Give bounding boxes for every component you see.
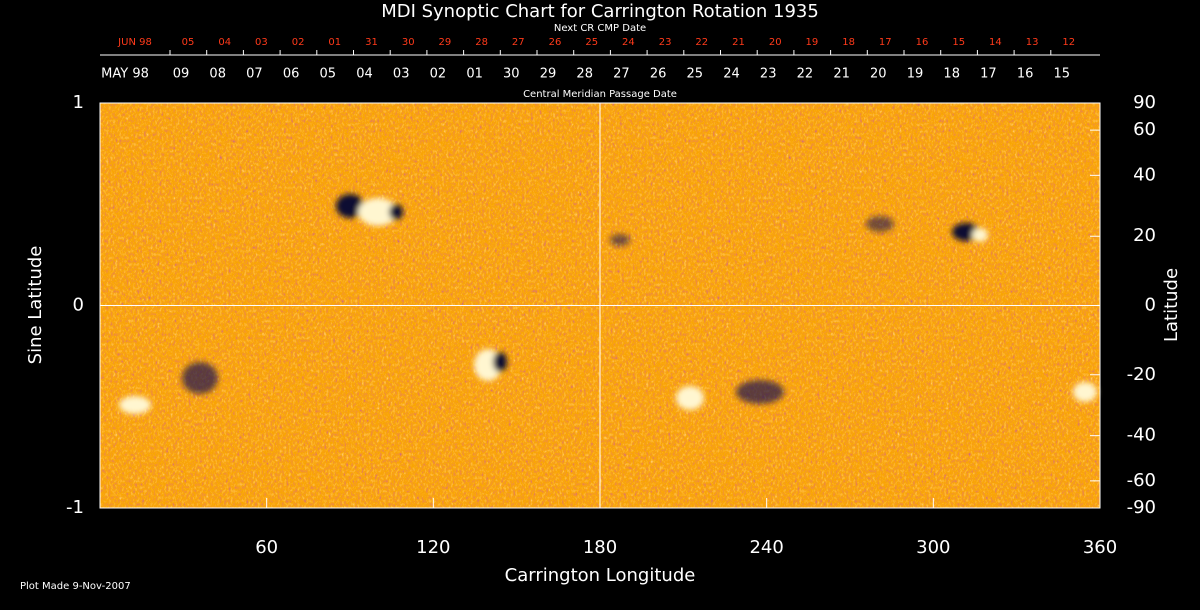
y2-tick-label: -40 [1127,425,1156,446]
date-label: 03 [393,67,410,82]
top-date-label: 20 [769,37,782,48]
y2-tick-label: 20 [1133,225,1156,246]
date-label: 26 [650,67,667,82]
footer: Plot Made 9-Nov-2007 [20,581,131,592]
top-date-label: 12 [1062,37,1075,48]
top-date-label: 29 [439,37,452,48]
top-date-label: 14 [989,37,1002,48]
date-label: 25 [687,67,704,82]
top-date-label: 05 [182,37,195,48]
top-date-label: 24 [622,37,635,48]
top-date-label: 13 [1026,37,1039,48]
y2-tick-label: 0 [1145,295,1156,316]
date-label: 27 [613,67,630,82]
date-label: MAY 98 [101,67,149,82]
top-date-label: 04 [218,37,231,48]
top-date-label: 31 [365,37,378,48]
x-tick-label: 300 [916,537,950,558]
date-label: 30 [503,67,520,82]
x-axis-title: Carrington Longitude [505,565,696,586]
top-date-label: 16 [916,37,929,48]
x-tick-label: 60 [255,537,278,558]
y2-tick-label: 40 [1133,164,1156,185]
date-label: 19 [907,67,924,82]
x-tick-label: 360 [1083,537,1117,558]
x-tick-label: 240 [749,537,783,558]
date-label: 21 [833,67,850,82]
date-label: 22 [797,67,814,82]
top-date-label: 19 [806,37,819,48]
top-date-label: 30 [402,37,415,48]
date-label: 17 [980,67,997,82]
date-label: 15 [1054,67,1071,82]
top-date-label: 18 [842,37,855,48]
date-label: 05 [320,67,337,82]
date-label: 07 [246,67,263,82]
y-tick-label: -1 [66,497,84,518]
y2-axis-title: Latitude [1161,268,1182,342]
date-axis-title: Central Meridian Passage Date [523,89,677,100]
top-date-label: 28 [475,37,488,48]
date-label: 24 [723,67,740,82]
top-date-label: 02 [292,37,305,48]
date-label: 08 [209,67,226,82]
date-label: 06 [283,67,300,82]
top-date-label: 26 [549,37,562,48]
top-date-label: 23 [659,37,672,48]
date-label: 29 [540,67,557,82]
top-date-label: JUN 98 [117,37,152,48]
top-date-label: 17 [879,37,892,48]
top-date-label: 01 [328,37,341,48]
y2-tick-label: -90 [1127,497,1156,518]
y2-tick-label: -20 [1127,364,1156,385]
y-tick-label: 1 [73,92,84,113]
top-date-label: 03 [255,37,268,48]
y2-tick-label: 60 [1133,119,1156,140]
y-axis-title: Sine Latitude [25,246,46,365]
top-date-label: 25 [585,37,598,48]
y2-tick-label: -60 [1127,470,1156,491]
date-label: 16 [1017,67,1034,82]
chart-title: MDI Synoptic Chart for Carrington Rotati… [381,1,819,22]
date-label: 04 [356,67,373,82]
top-date-label: 27 [512,37,525,48]
top-date-label: 21 [732,37,745,48]
date-label: 28 [576,67,593,82]
date-label: 01 [466,67,483,82]
top-axis-title: Next CR CMP Date [554,23,646,34]
y2-tick-label: 90 [1133,92,1156,113]
date-label: 02 [430,67,447,82]
date-label: 09 [173,67,190,82]
top-date-label: 22 [695,37,708,48]
x-tick-label: 180 [583,537,617,558]
date-label: 23 [760,67,777,82]
date-label: 18 [943,67,960,82]
date-label: 20 [870,67,887,82]
y-tick-label: 0 [73,295,84,316]
top-date-label: 15 [952,37,965,48]
x-tick-label: 120 [416,537,450,558]
